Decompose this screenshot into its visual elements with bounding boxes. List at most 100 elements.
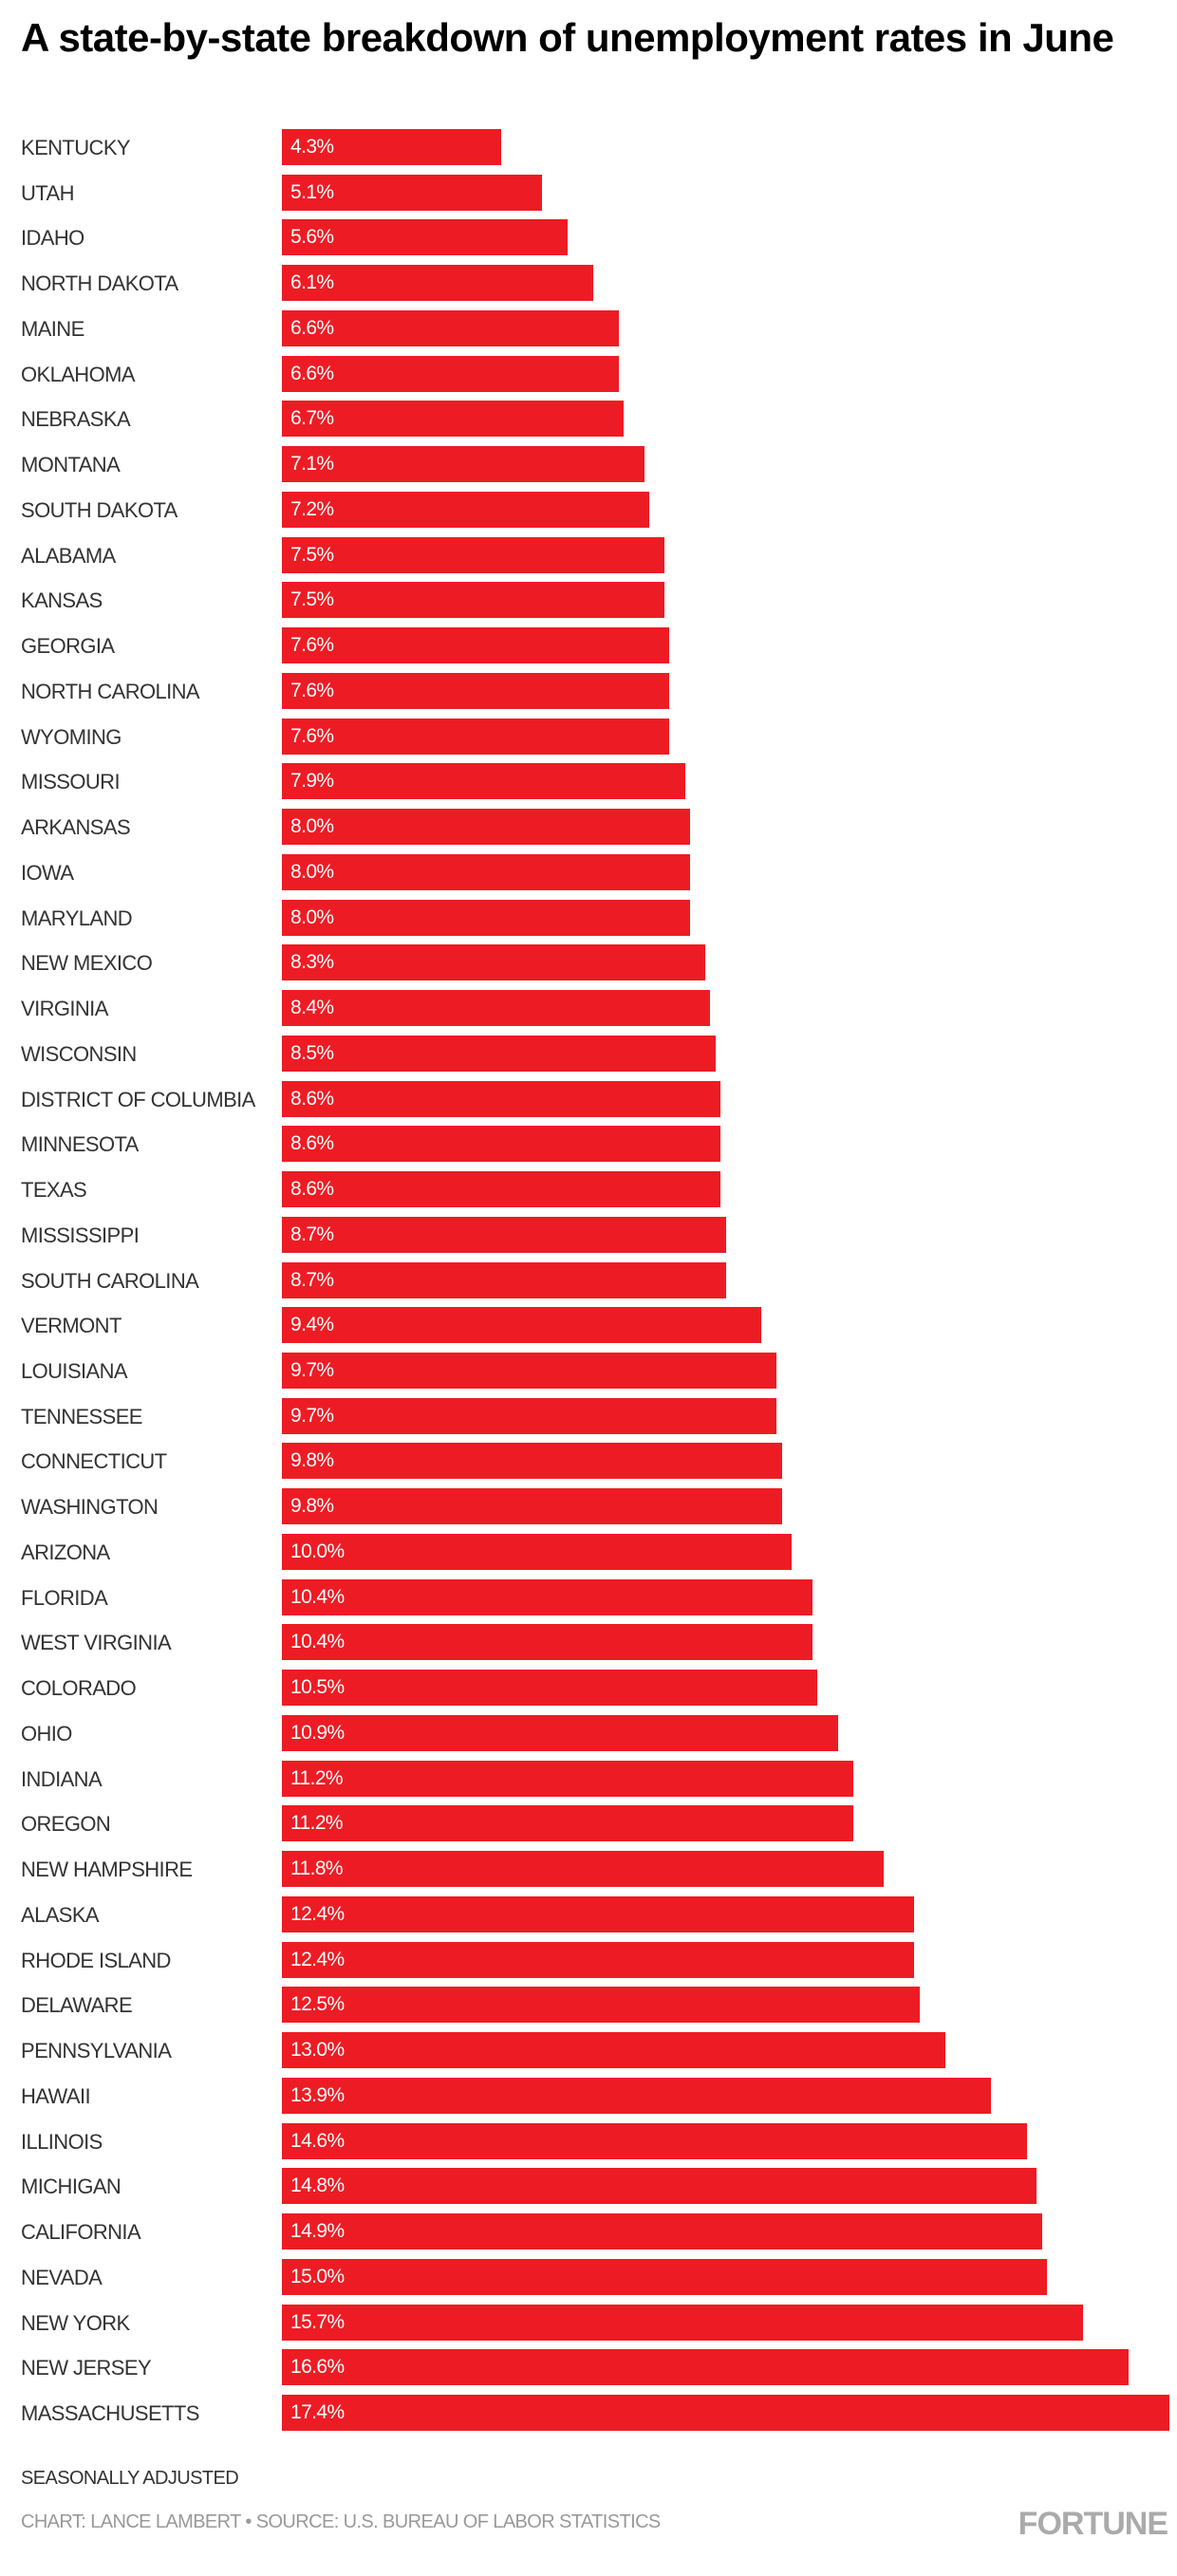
- data-label: 8.6%: [290, 1132, 334, 1155]
- data-label: 10.9%: [290, 1721, 345, 1744]
- data-label: 7.6%: [290, 724, 334, 747]
- bar: [282, 1895, 915, 1932]
- category-label: DISTRICT OF COLUMBIA: [21, 1087, 255, 1111]
- category-label: NORTH CAROLINA: [21, 679, 200, 703]
- bar: [282, 672, 670, 709]
- bar: [282, 1805, 853, 1842]
- data-label: 7.1%: [290, 453, 334, 476]
- category-label: OREGON: [21, 1812, 111, 1837]
- bar: [282, 1578, 813, 1615]
- data-label: 6.7%: [290, 407, 334, 430]
- bar: [282, 401, 625, 438]
- data-label: 6.1%: [290, 271, 334, 294]
- category-label: ILLINOIS: [21, 2129, 103, 2154]
- data-label: 8.6%: [290, 1178, 334, 1201]
- bar: [282, 990, 711, 1027]
- data-label: 8.4%: [290, 997, 334, 1019]
- bar: [282, 1171, 721, 1208]
- category-label: WISCONSIN: [21, 1041, 137, 1066]
- category-label: ALABAMA: [21, 543, 116, 568]
- category-label: SOUTH CAROLINA: [21, 1268, 199, 1293]
- bar: [282, 1397, 777, 1434]
- bar: [282, 2032, 945, 2069]
- bar: [282, 2077, 991, 2114]
- data-label: 12.4%: [290, 1948, 345, 1970]
- category-label: MISSISSIPPI: [21, 1223, 140, 1247]
- bar: [282, 1533, 793, 1570]
- data-label: 8.5%: [290, 1041, 334, 1064]
- bar: [282, 1624, 813, 1661]
- bar: [282, 2168, 1037, 2205]
- bar: [282, 129, 502, 165]
- source-credit: CHART: LANCE LAMBERT • SOURCE: U.S. BURE…: [21, 2511, 661, 2532]
- category-label: NORTH DAKOTA: [21, 271, 178, 296]
- category-label: NEW HAMPSHIRE: [21, 1857, 193, 1882]
- category-label: CONNECTICUT: [21, 1449, 167, 1474]
- bar: [282, 944, 705, 981]
- category-label: NEBRASKA: [21, 407, 131, 432]
- data-label: 8.0%: [290, 905, 334, 928]
- category-label: NEW JERSEY: [21, 2356, 152, 2380]
- category-label: MICHIGAN: [21, 2175, 121, 2199]
- data-label: 10.4%: [290, 1631, 345, 1653]
- category-label: MINNESOTA: [21, 1132, 139, 1157]
- category-label: COLORADO: [21, 1676, 137, 1701]
- bar: [282, 899, 690, 936]
- data-label: 10.5%: [290, 1676, 345, 1699]
- data-label: 11.8%: [290, 1857, 344, 1880]
- bar: [282, 627, 670, 664]
- data-label: 10.4%: [290, 1585, 345, 1608]
- category-label: UTAH: [21, 180, 74, 205]
- data-label: 10.0%: [290, 1540, 345, 1562]
- bar: [282, 1941, 915, 1978]
- data-label: 8.0%: [290, 815, 334, 838]
- data-label: 11.2%: [290, 1766, 344, 1789]
- data-label: 8.0%: [290, 860, 334, 883]
- data-label: 8.7%: [290, 1268, 334, 1291]
- bar: [282, 1488, 782, 1525]
- footnote: SEASONALLY ADJUSTED: [21, 2468, 239, 2489]
- data-label: 7.6%: [290, 679, 334, 701]
- data-label: 14.9%: [290, 2220, 345, 2243]
- data-label: 7.5%: [290, 588, 334, 611]
- fortune-logo: FORTUNE: [1018, 2506, 1168, 2542]
- data-label: 5.6%: [290, 226, 334, 249]
- category-label: WYOMING: [21, 724, 121, 749]
- data-label: 15.0%: [290, 2265, 345, 2287]
- category-label: MASSACHUSETTS: [21, 2401, 199, 2425]
- data-label: 6.6%: [290, 316, 334, 339]
- category-label: CALIFORNIA: [21, 2220, 141, 2245]
- bar: [282, 1670, 818, 1707]
- category-label: FLORIDA: [21, 1585, 108, 1610]
- bar: [282, 1307, 762, 1344]
- bar: [282, 2304, 1083, 2341]
- category-label: RHODE ISLAND: [21, 1948, 171, 1972]
- category-label: WEST VIRGINIA: [21, 1631, 172, 1655]
- category-label: TENNESSEE: [21, 1404, 142, 1428]
- bar: [282, 265, 593, 302]
- bar: [282, 491, 649, 528]
- data-label: 11.2%: [290, 1812, 344, 1835]
- data-label: 12.5%: [290, 1993, 345, 2016]
- data-label: 8.7%: [290, 1223, 334, 1245]
- chart-title: A state-by-state breakdown of unemployme…: [21, 15, 1114, 60]
- data-label: 17.4%: [290, 2401, 345, 2423]
- bar: [282, 1760, 853, 1797]
- category-label: MONTANA: [21, 453, 121, 477]
- data-label: 13.9%: [290, 2083, 345, 2106]
- category-label: MISSOURI: [21, 770, 121, 794]
- category-label: SOUTH DAKOTA: [21, 497, 177, 522]
- category-label: NEW MEXICO: [21, 951, 153, 976]
- category-label: ALASKA: [21, 1902, 100, 1927]
- bar: [282, 2213, 1042, 2250]
- category-label: VERMONT: [21, 1314, 121, 1338]
- data-label: 13.0%: [290, 2039, 345, 2062]
- data-label: 7.5%: [290, 543, 334, 566]
- data-label: 9.4%: [290, 1314, 334, 1336]
- data-label: 7.6%: [290, 634, 334, 657]
- bar: [282, 718, 670, 755]
- category-label: NEW YORK: [21, 2310, 130, 2335]
- bar: [282, 763, 685, 800]
- category-label: DELAWARE: [21, 1993, 133, 2018]
- data-label: 4.3%: [290, 136, 334, 158]
